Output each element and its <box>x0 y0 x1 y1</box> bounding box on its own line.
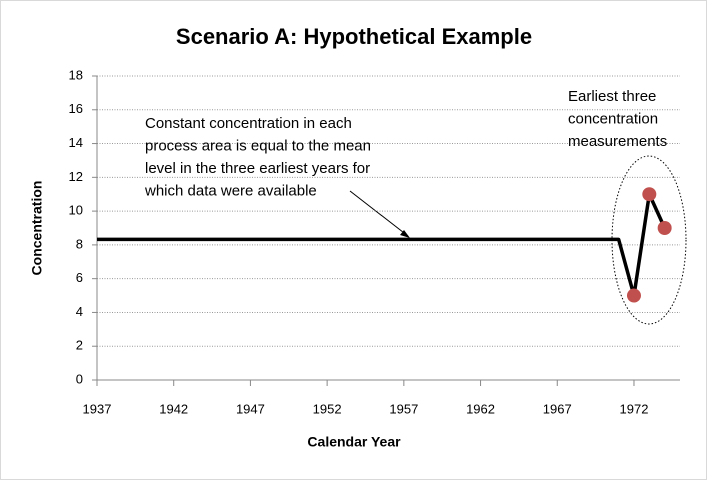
x-tick-label: 1972 <box>620 401 649 416</box>
chart-title: Scenario A: Hypothetical Example <box>176 24 532 49</box>
y-tick-label: 12 <box>69 169 83 184</box>
x-tick-label: 1937 <box>83 401 112 416</box>
y-tick-label: 18 <box>69 67 83 82</box>
y-tick-label: 0 <box>76 371 83 386</box>
annotation-text: concentration <box>568 110 658 127</box>
y-tick-label: 8 <box>76 236 83 251</box>
annotation-text: process area is equal to the mean <box>145 137 371 154</box>
x-tick-label: 1952 <box>313 401 342 416</box>
arrow-head <box>400 230 410 238</box>
x-tick-label: 1957 <box>389 401 418 416</box>
x-tick-label: 1967 <box>543 401 572 416</box>
y-tick-label: 6 <box>76 270 83 285</box>
data-point <box>642 187 657 202</box>
data-point <box>657 221 672 235</box>
annotation-text: Constant concentration in each <box>145 115 352 132</box>
annotation-text: Earliest three <box>568 88 656 105</box>
annotation-text: level in the three earliest years for <box>145 160 370 177</box>
x-tick-label: 1962 <box>466 401 495 416</box>
y-tick-label: 16 <box>69 101 83 116</box>
x-tick-label: 1942 <box>159 401 188 416</box>
y-tick-label: 2 <box>76 338 83 353</box>
y-axis-label: Concentration <box>29 181 45 276</box>
annotation-arrow <box>349 190 409 237</box>
y-tick-label: 10 <box>69 203 83 218</box>
annotation-text: which data were available <box>144 182 317 199</box>
annotation-text: measurements <box>568 133 667 150</box>
y-tick-label: 14 <box>69 135 83 150</box>
y-tick-label: 4 <box>76 304 83 319</box>
x-tick-label: 1947 <box>236 401 265 416</box>
data-point <box>626 288 641 303</box>
x-axis-label: Calendar Year <box>307 434 401 450</box>
